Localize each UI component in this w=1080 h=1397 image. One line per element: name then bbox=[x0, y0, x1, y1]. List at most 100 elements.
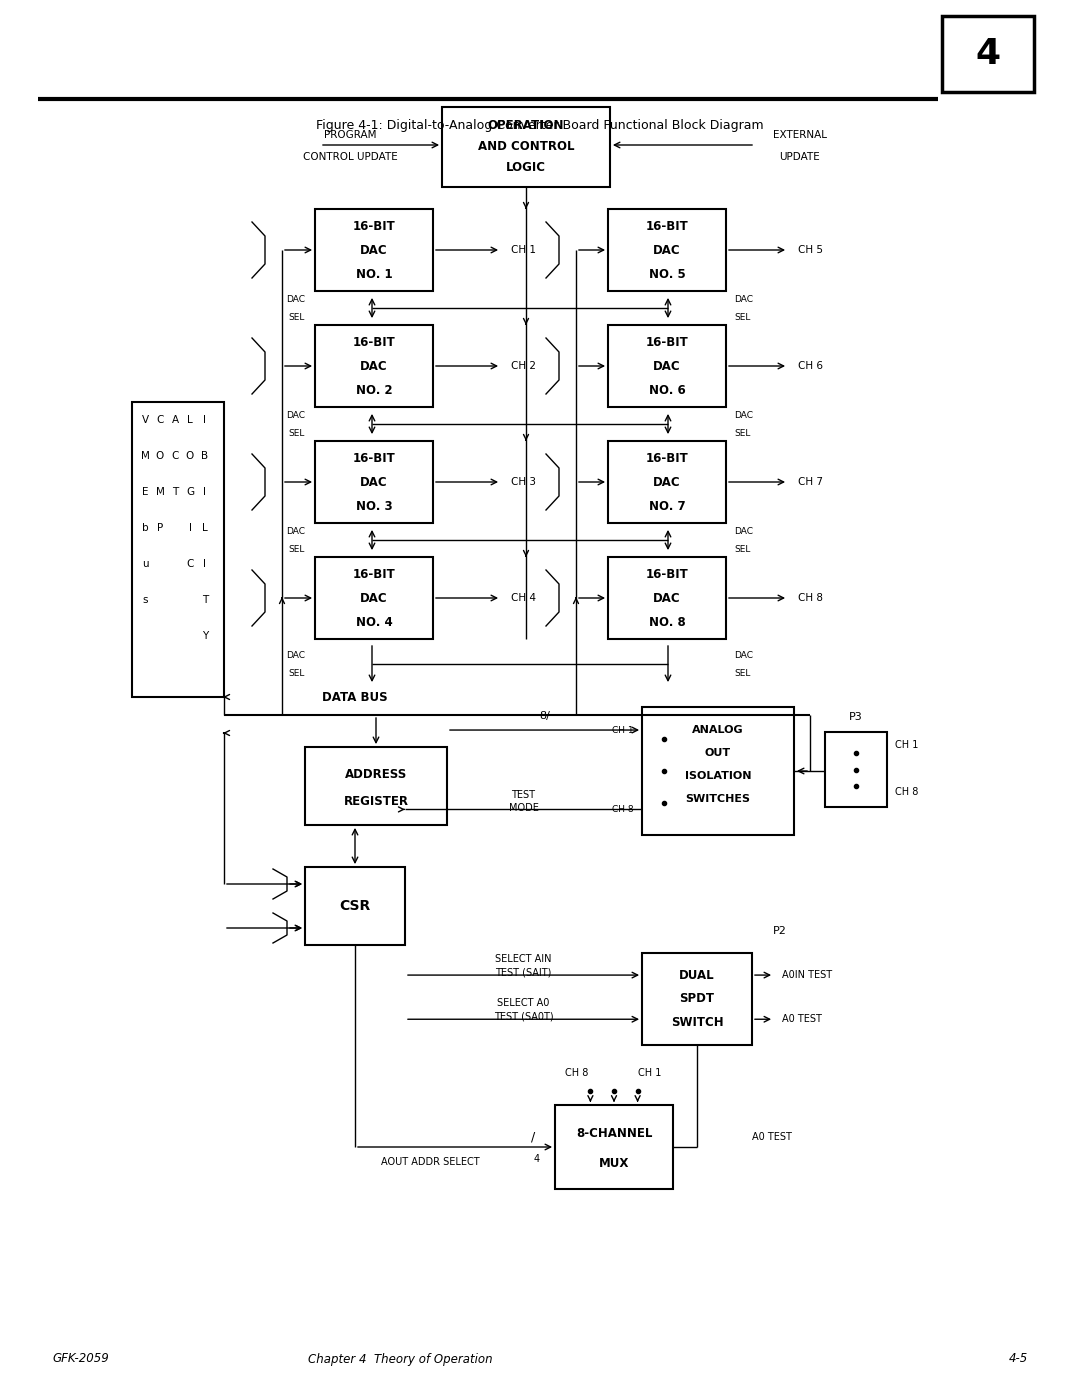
Text: NO. 5: NO. 5 bbox=[649, 267, 686, 281]
Text: SEL: SEL bbox=[734, 429, 751, 437]
Text: SEL: SEL bbox=[734, 313, 751, 321]
Text: DAC: DAC bbox=[734, 411, 753, 419]
Text: Figure 4-1: Digital-to-Analog Converter Board Functional Block Diagram: Figure 4-1: Digital-to-Analog Converter … bbox=[316, 119, 764, 131]
Bar bbox=[555, 1105, 673, 1189]
Bar bbox=[942, 15, 1034, 92]
Text: SELECT A0: SELECT A0 bbox=[497, 999, 550, 1009]
Text: DUAL: DUAL bbox=[679, 968, 715, 982]
Text: 16-BIT: 16-BIT bbox=[646, 451, 688, 464]
Text: DAC: DAC bbox=[653, 243, 680, 257]
Text: DATA BUS: DATA BUS bbox=[322, 690, 388, 704]
Text: AOUT ADDR SELECT: AOUT ADDR SELECT bbox=[380, 1157, 480, 1166]
Text: MODE: MODE bbox=[509, 803, 539, 813]
Bar bbox=[642, 707, 794, 835]
Text: /: / bbox=[531, 1130, 535, 1144]
Text: O: O bbox=[156, 451, 164, 461]
Text: SPDT: SPDT bbox=[679, 992, 715, 1006]
Text: CH 4: CH 4 bbox=[511, 592, 536, 604]
Text: O: O bbox=[186, 451, 194, 461]
Text: s: s bbox=[143, 595, 148, 605]
Text: NO. 2: NO. 2 bbox=[355, 384, 392, 397]
Text: CH 8: CH 8 bbox=[565, 1067, 588, 1078]
Text: SEL: SEL bbox=[734, 669, 751, 678]
Text: CH 1: CH 1 bbox=[612, 725, 634, 735]
Text: ANALOG: ANALOG bbox=[692, 725, 744, 735]
Text: CH 8: CH 8 bbox=[798, 592, 823, 604]
Text: DAC: DAC bbox=[653, 359, 680, 373]
Text: CH 1: CH 1 bbox=[895, 740, 918, 750]
Text: CH 1: CH 1 bbox=[511, 244, 536, 256]
Text: G: G bbox=[186, 488, 194, 497]
Text: CH 5: CH 5 bbox=[798, 244, 823, 256]
Text: b: b bbox=[141, 522, 148, 534]
Text: DAC: DAC bbox=[734, 527, 753, 535]
Text: SEL: SEL bbox=[288, 429, 305, 437]
Text: SEL: SEL bbox=[288, 669, 305, 678]
Bar bbox=[305, 868, 405, 944]
Text: DAC: DAC bbox=[361, 243, 388, 257]
Text: TEST (SAIT): TEST (SAIT) bbox=[496, 967, 552, 977]
Text: SEL: SEL bbox=[288, 313, 305, 321]
Text: TEST (SA0T): TEST (SA0T) bbox=[494, 1011, 553, 1021]
Text: E: E bbox=[141, 488, 148, 497]
Text: CH 8: CH 8 bbox=[895, 787, 918, 798]
Bar bbox=[642, 953, 752, 1045]
Text: CSR: CSR bbox=[339, 900, 370, 914]
Bar bbox=[315, 557, 433, 638]
Text: NO. 4: NO. 4 bbox=[355, 616, 392, 629]
Text: SWITCH: SWITCH bbox=[671, 1017, 724, 1030]
Bar bbox=[825, 732, 887, 807]
Text: A0IN TEST: A0IN TEST bbox=[782, 970, 832, 981]
Text: B: B bbox=[202, 451, 208, 461]
Text: CH 2: CH 2 bbox=[511, 360, 536, 372]
Text: MUX: MUX bbox=[598, 1157, 630, 1171]
Text: NO. 3: NO. 3 bbox=[355, 500, 392, 513]
Text: OUT: OUT bbox=[705, 747, 731, 759]
Text: EXTERNAL: EXTERNAL bbox=[773, 130, 827, 140]
Text: C: C bbox=[172, 451, 178, 461]
Text: L: L bbox=[202, 522, 207, 534]
Text: DAC: DAC bbox=[734, 651, 753, 659]
Text: L: L bbox=[187, 415, 193, 425]
Text: 4: 4 bbox=[534, 1154, 540, 1164]
Text: P: P bbox=[157, 522, 163, 534]
Text: OPERATION: OPERATION bbox=[488, 119, 564, 131]
Bar bbox=[608, 557, 726, 638]
Text: REGISTER: REGISTER bbox=[343, 795, 408, 807]
Bar bbox=[315, 326, 433, 407]
Text: DAC: DAC bbox=[286, 295, 305, 303]
Text: 16-BIT: 16-BIT bbox=[353, 567, 395, 581]
Text: C: C bbox=[157, 415, 164, 425]
Text: UPDATE: UPDATE bbox=[780, 152, 821, 162]
Text: T: T bbox=[202, 595, 208, 605]
Text: I: I bbox=[203, 415, 206, 425]
Text: DAC: DAC bbox=[734, 295, 753, 303]
Text: C: C bbox=[187, 559, 193, 569]
Text: NO. 7: NO. 7 bbox=[649, 500, 686, 513]
Text: A: A bbox=[172, 415, 178, 425]
Text: DAC: DAC bbox=[361, 475, 388, 489]
Text: GFK-2059: GFK-2059 bbox=[52, 1352, 109, 1365]
Text: Y: Y bbox=[202, 631, 208, 641]
Text: A0 TEST: A0 TEST bbox=[752, 1132, 792, 1141]
Text: ADDRESS: ADDRESS bbox=[345, 768, 407, 781]
Text: V: V bbox=[141, 415, 149, 425]
Text: CH 8: CH 8 bbox=[612, 805, 634, 814]
Text: TEST: TEST bbox=[512, 791, 536, 800]
Text: 16-BIT: 16-BIT bbox=[353, 451, 395, 464]
Text: CONTROL UPDATE: CONTROL UPDATE bbox=[302, 152, 397, 162]
Text: 16-BIT: 16-BIT bbox=[353, 335, 395, 348]
Text: 16-BIT: 16-BIT bbox=[646, 567, 688, 581]
Text: I: I bbox=[189, 522, 191, 534]
Text: 4: 4 bbox=[975, 36, 1000, 71]
Bar bbox=[608, 326, 726, 407]
Text: 16-BIT: 16-BIT bbox=[353, 219, 395, 232]
Text: M: M bbox=[156, 488, 164, 497]
Bar bbox=[305, 747, 447, 826]
Bar bbox=[315, 441, 433, 522]
Text: I: I bbox=[203, 488, 206, 497]
Text: NO. 6: NO. 6 bbox=[649, 384, 686, 397]
Text: DAC: DAC bbox=[286, 527, 305, 535]
Text: DAC: DAC bbox=[286, 651, 305, 659]
Text: DAC: DAC bbox=[653, 475, 680, 489]
